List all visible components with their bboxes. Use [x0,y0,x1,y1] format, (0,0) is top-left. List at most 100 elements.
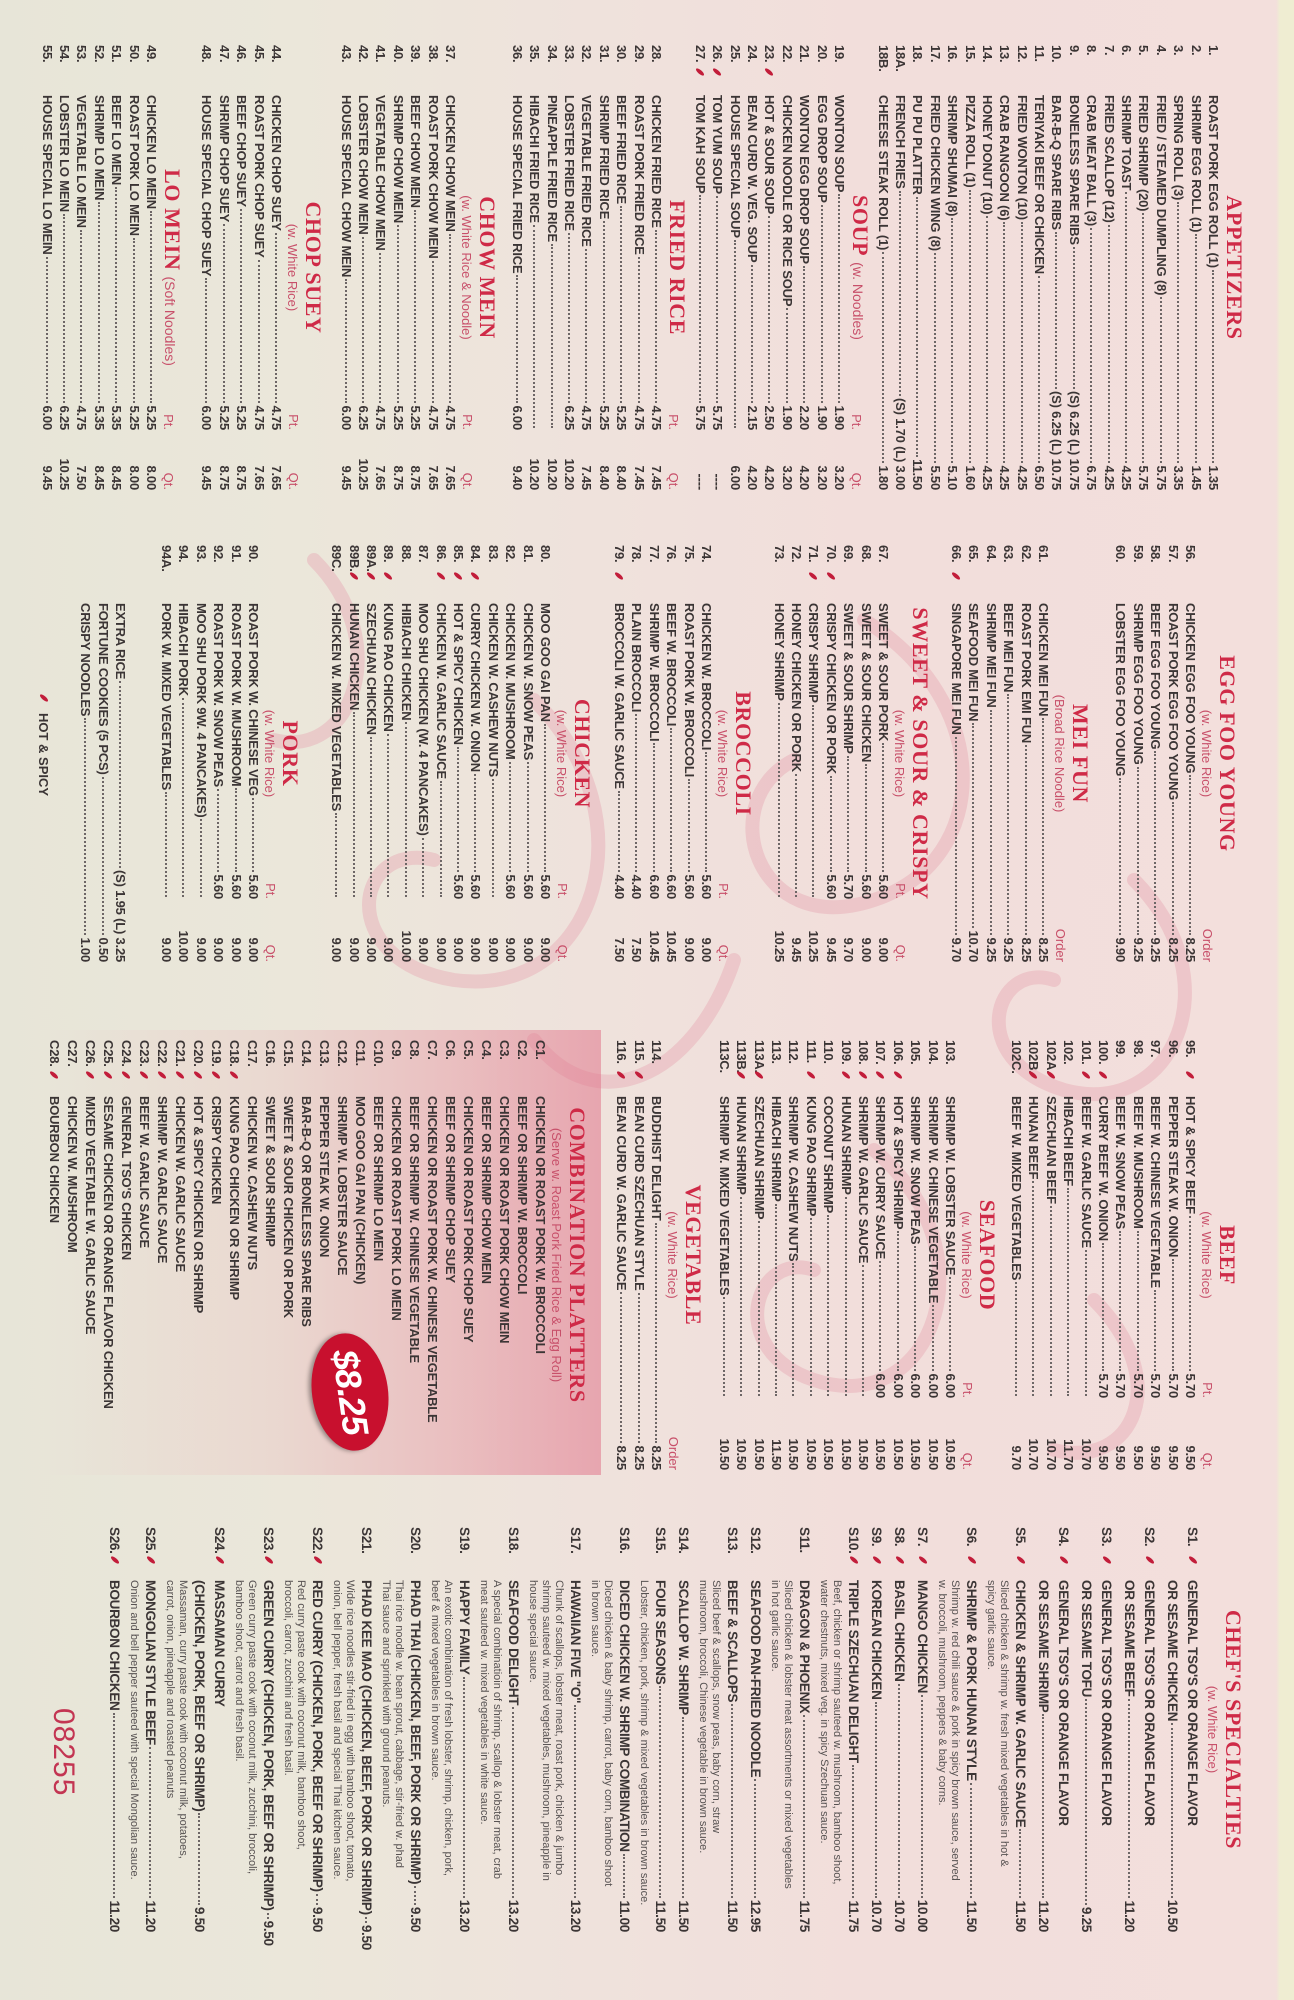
pint-price: 4.75 [631,405,647,430]
item-number: C11. [353,1040,368,1066]
item-number: S13. [725,1527,740,1554]
item-price: 10.70 [966,930,982,962]
item-name: BEEF OR SHRIMP W. CHINESE VEGETABLE [407,1096,422,1363]
item-name: PEPPER STEAK W. ONION [1165,1096,1181,1258]
quart-price: 9.00 [433,937,449,962]
dot-leader [1038,275,1041,464]
item-number: 113. [769,1040,785,1064]
section-title-line: PORK [278,545,303,962]
quart-price: 9.00 [451,937,467,962]
dot-leader [365,1916,367,1923]
item-number: 95. [1183,1040,1198,1058]
dot-leader [1128,1698,1130,1899]
item-name: BEEF W. BROCCOLI [664,603,680,727]
item-name: CHICKEN W. CASHEW NUTS [485,603,501,777]
item-number: S15. [653,1527,668,1554]
item-name: HUNAN BEEF [1026,1096,1042,1180]
item-number: 102A. [1043,1040,1059,1074]
item-number: C24. [119,1040,134,1067]
item-number: 64. [983,545,999,563]
pint-price: 5.60 [699,874,714,899]
pint-price: 5.60 [520,874,536,899]
item-number: 18A. [892,45,908,72]
menu-item: 101. BEEF W. GARLIC SAUCE 10.70 [1077,1040,1094,1470]
item-number: C13. [317,1040,332,1067]
item-name: (CHICKEN, PORK, BEEF OR SHRIMP) [192,1580,207,1812]
dot-leader [585,248,588,404]
section-title-line: CHICKEN [570,545,595,962]
menu-item: 38. ROAST PORK CHOW MEIN 4.75 7.65 [424,45,441,490]
section-title: BROCCOLI [731,691,756,816]
item-number: C27. [65,1040,80,1067]
dot-leader [757,1221,760,1396]
quart-price: 9.00 [858,937,874,962]
section-title: PORK [278,720,303,787]
item-name: HOUSE SPECIAL CHOP SUEY [199,95,215,277]
item-number: S10. [846,1527,861,1554]
pint-price: 5.25 [614,405,630,430]
section-title-line: CHOP SUEY [301,45,326,490]
item-number: 11. [1032,45,1048,62]
item-name: SWEET & SOUR PORK [876,603,891,742]
item-number: S1. [1185,1527,1200,1547]
item-name: BEEF W. CHINESE VEGETABLE [1148,1096,1164,1288]
quart-price: 9.00 [485,937,501,962]
chef-special-item: S3. GENERAL TSO'S OR ORANGE FLAVOR OR SESA… [1076,1527,1116,1932]
price-column-headers: Order [1199,929,1215,962]
item-name: CHICKEN CHOP SUEY [269,95,284,231]
item-name: PORK W. MIXED VEGETABLES [159,603,175,791]
item-name: HOT & SPICY CHICKEN OR SHRIMP [191,1096,206,1314]
item-number: 69. [841,545,857,563]
item-number: 68. [858,545,874,563]
menu-item: 104. SHRIMP W. CHINESE VEGETABLE 6.00 10.50 [924,1040,941,1470]
item-number: 19. [832,45,847,63]
item-name: SHRIMP W. SNOW PEAS [908,1096,924,1245]
item-name: MASSAMAN CURRY [212,1580,227,1707]
item-number: 65. [966,545,982,563]
quart-price: 9.45 [39,465,55,490]
pint-price: 5.60 [503,874,519,899]
item-name: CHICKEN W. BROCCOLI [699,603,714,751]
section-title: CHEF'S SPECIALTIES [1221,1609,1246,1850]
dot-leader [84,718,87,936]
item-name: BEEF OR SHRIMP LO MEIN [371,1096,386,1262]
item-name: WONTON EGG DROP SOUP [797,95,813,264]
item-number: 60. [1113,545,1129,563]
dot-leader [275,232,277,404]
section-title-line: EGG FOO YOUNG [1215,545,1240,962]
menu-item: 114. BUDDHIST DELIGHT 8.25 [648,1040,665,1470]
price-column-headers: Pt. Qt. [665,414,681,490]
quart-price: 10.00 [398,930,414,962]
order-header: Order [666,1436,681,1470]
section-subtitle: (w. White Rice) [1199,709,1214,798]
quart-price: 9.00 [520,937,536,962]
item-name: TRIPLE SZECHUAN DELIGHT [846,1580,861,1763]
item-name: CHICKEN W. CASHEW NUTS [245,1096,260,1270]
quart-price: 7.50 [629,937,645,962]
item-name: HONEY CHICKEN OR PORK [789,603,805,772]
quart-price: 7.65 [443,465,458,490]
menu-item: 116. BEAN CURD W. GARLIC SAUCE 8.25 [613,1040,630,1470]
quart-price: 9.00 [538,937,553,962]
menu-item: 17. FRIED CHICKEN WING (8) 5.50 [926,45,943,490]
order-header: Order [1053,928,1068,962]
section-subtitle-line: (w. White Rice & Noodle) Pt. Qt. [459,45,475,490]
item-name: GENERAL TSO'S OR ORANGE FLAVOR [1056,1580,1071,1826]
item-name: BAR-B-Q OR BONELESS SPARE RIBS [299,1096,314,1327]
menu-item: 73. HONEY SHRIMP 10.25 [770,545,787,962]
pint-price: 5.35 [109,405,125,430]
section-title-line: SOUP (w. Noodles) Pt. Qt. [848,45,873,490]
menu-item: 109. HUNAN SHRIMP 10.50 [837,1040,854,1470]
quart-price: 10.50 [786,1438,802,1470]
item-name: HOT & SOUR SOUP [762,95,778,215]
item-price: 10.70 [892,1899,907,1932]
quart-price: 10.70 [1078,1438,1094,1470]
item-name: SHRIMP W. CHINESE VEGETABLE [925,1096,941,1304]
item-number: 106. [890,1040,906,1065]
section-subtitle: (w. White Rice & Noodle) [459,195,474,340]
dot-leader [1125,192,1128,464]
item-name: CHICKEN EGG FOO YOUNG [1183,603,1198,774]
section-subtitle: (w. Noodles) [850,262,866,340]
item-number: 94A. [159,545,175,572]
menu-item: 58. BEEF EGG FOO YOUNG 9.25 [1147,545,1164,962]
